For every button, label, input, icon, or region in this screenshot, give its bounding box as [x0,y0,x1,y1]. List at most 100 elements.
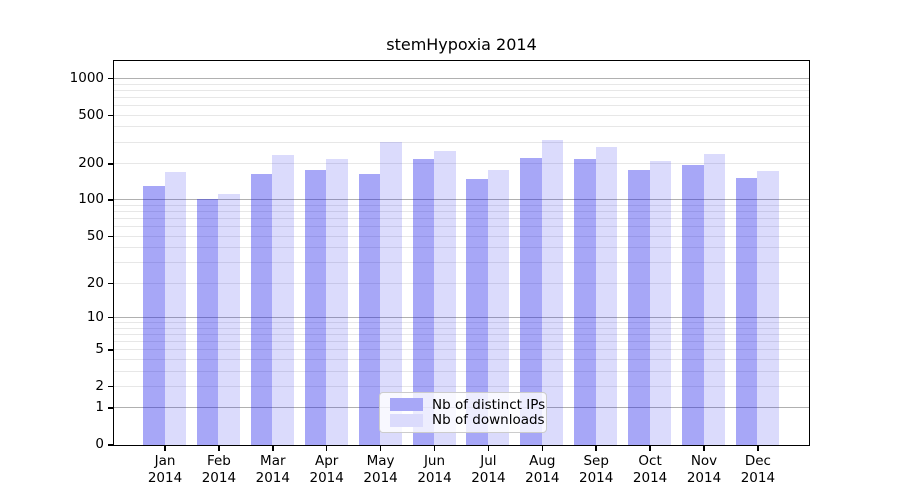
gridline-major-1000 [114,77,809,79]
legend-item-downloads: Nb of downloads [390,412,545,428]
bar-nov-downloads [703,154,725,445]
x-tick-label-nov: Nov 2014 [672,453,736,487]
x-tick-feb [218,446,220,451]
bar-aug-downloads [541,140,564,445]
gridline-minor-70 [114,218,809,220]
legend-swatch-downloads [390,413,423,427]
x-tick-month-jul: Jul [480,453,497,469]
x-tick-sep [595,446,597,451]
x-tick-month-jun: Jun [423,453,446,469]
x-tick-label-dec: Dec 2014 [726,453,790,487]
gridline-minor-7 [114,333,809,335]
bar-jul-distinct-ips [466,178,488,445]
x-tick-month-apr: Apr [315,453,339,469]
x-tick-label-jul: Jul 2014 [456,453,520,487]
x-tick-label-mar: Mar 2014 [241,453,305,487]
gridline-minor-900 [114,83,809,85]
plot-area-inner [114,61,809,445]
bar-may-distinct-ips [358,173,381,445]
bar-jun-distinct-ips [412,158,434,445]
legend-label-distinct-ips: Nb of distinct IPs [432,396,546,413]
legend-swatch-distinct-ips [390,398,423,412]
x-tick-year-dec: 2014 [740,470,776,486]
y-tick-200 [108,163,113,165]
y-tick-10 [108,316,113,319]
y-tick-label-200: 200 [78,155,104,171]
chart-title: stemHypoxia 2014 [386,35,537,54]
x-tick-year-jul: 2014 [471,470,506,486]
bar-oct-distinct-ips [628,170,650,445]
y-tick-label-1000: 1000 [69,69,104,86]
x-tick-label-feb: Feb 2014 [187,453,251,487]
gridline-minor-3 [114,370,809,372]
y-tick-label-100: 100 [78,191,104,208]
x-tick-oct [649,446,651,451]
bar-sep-downloads [595,147,618,445]
x-tick-year-feb: 2014 [201,470,237,486]
bar-jan-downloads [164,172,186,445]
bar-feb-distinct-ips [196,199,219,445]
x-tick-jan [164,446,166,451]
bar-jun-downloads [434,150,456,445]
y-tick-label-500: 500 [78,106,104,123]
bar-apr-downloads [326,159,348,445]
x-tick-nov [703,446,705,451]
y-tick-100 [108,199,113,201]
y-tick-0 [108,444,113,446]
gridline-minor-5 [114,349,809,351]
gridline-minor-9 [114,322,809,323]
x-tick-jun [433,446,436,451]
gridline-major-10 [114,316,809,318]
bar-feb-downloads [218,193,240,445]
y-tick-5 [108,349,113,351]
legend-item-distinct-ips: Nb of distinct IPs [390,397,545,413]
gridline-minor-6 [114,340,809,342]
x-tick-year-sep: 2014 [579,470,614,486]
gridline-minor-800 [114,89,809,91]
x-tick-dec [757,446,759,451]
bar-dec-downloads [757,171,779,445]
x-tick-year-oct: 2014 [632,470,668,486]
y-tick-label-50: 50 [86,227,104,244]
x-tick-year-jun: 2014 [417,470,452,486]
gridline-minor-90 [114,205,809,206]
bar-mar-downloads [272,155,294,445]
y-tick-1 [108,407,113,409]
y-tick-1000 [108,77,113,80]
x-tick-label-apr: Apr 2014 [295,453,359,487]
x-tick-year-jan: 2014 [147,470,183,486]
x-tick-month-dec: Dec [744,453,771,469]
gridline-minor-500 [114,114,809,116]
x-tick-month-oct: Oct [638,453,662,469]
gridline-minor-50 [114,235,809,237]
y-tick-20 [108,282,113,285]
gridline-minor-200 [114,163,809,165]
x-tick-year-nov: 2014 [686,470,722,486]
bar-mar-distinct-ips [250,174,273,445]
bar-dec-distinct-ips [735,178,758,445]
y-tick-label-2: 2 [95,377,104,394]
gridline-minor-700 [114,96,809,98]
x-tick-label-jan: Jan 2014 [133,453,197,487]
gridline-minor-20 [114,282,809,284]
legend-label-downloads: Nb of downloads [432,412,545,429]
bar-aug-distinct-ips [520,157,542,445]
x-tick-month-aug: Aug [529,453,556,469]
x-tick-month-mar: Mar [260,453,286,469]
y-tick-label-20: 20 [86,274,104,291]
y-tick-500 [108,114,113,117]
x-tick-label-aug: Aug 2014 [510,453,574,487]
x-tick-label-oct: Oct 2014 [618,453,682,487]
y-tick-2 [108,385,113,388]
bar-apr-distinct-ips [304,170,327,445]
x-tick-month-sep: Sep [583,453,609,469]
x-tick-jul [487,446,490,451]
gridline-minor-8 [114,327,809,329]
gridline-minor-80 [114,211,809,213]
gridline-minor-60 [114,226,809,228]
y-tick-50 [108,235,113,238]
x-tick-year-mar: 2014 [255,470,290,486]
x-tick-month-jan: Jan [154,453,176,469]
gridline-minor-40 [114,247,809,249]
